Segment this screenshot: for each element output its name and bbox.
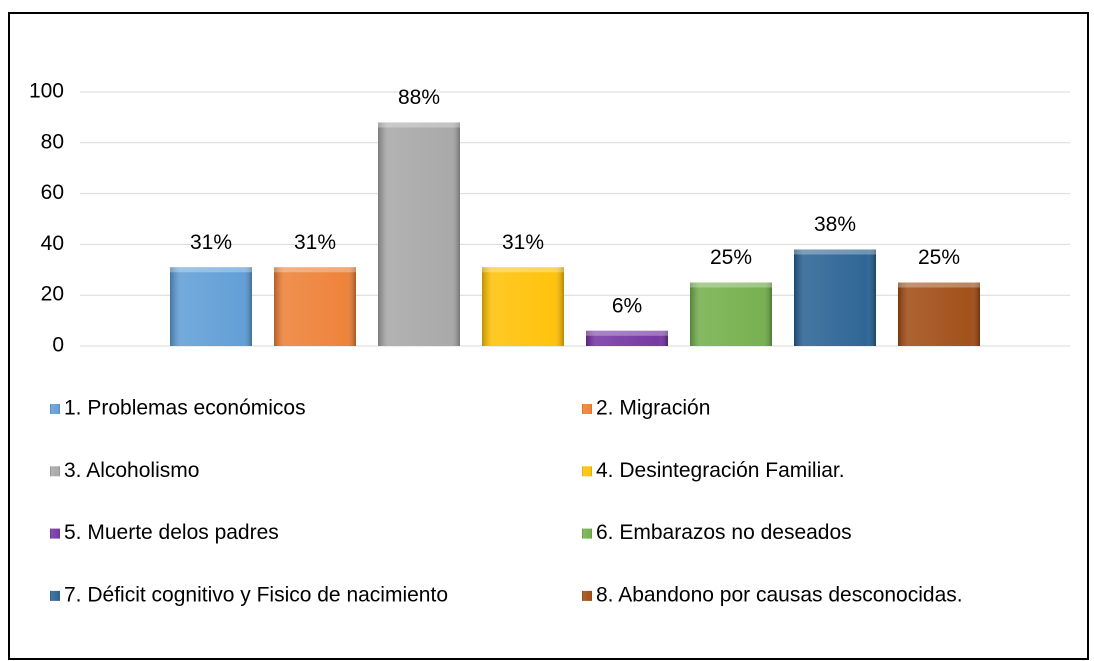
legend-swatch-bevel: [582, 528, 592, 539]
y-tick-label: 80: [41, 130, 64, 153]
bar-top-bevel: [274, 267, 356, 273]
y-tick-label: 60: [41, 181, 64, 204]
data-label: 25%: [710, 246, 752, 269]
bar-top-bevel: [690, 282, 772, 288]
bar: [170, 267, 252, 346]
data-label: 25%: [918, 246, 960, 269]
data-label: 38%: [814, 213, 856, 236]
data-label: 31%: [190, 231, 232, 254]
data-label: 31%: [294, 231, 336, 254]
legend-swatch-bevel: [50, 404, 60, 414]
bar: [898, 282, 980, 346]
legend-label: 5. Muerte delos padres: [64, 521, 279, 544]
bar: [482, 267, 564, 346]
bar: [690, 282, 772, 346]
bar: [794, 249, 876, 346]
legend-swatch-bevel: [582, 466, 592, 477]
legend-label: 8. Abandono por causas desconocidas.: [596, 583, 963, 606]
legend-label: 1. Problemas económicos: [64, 397, 306, 420]
legend-swatch-bevel: [50, 528, 60, 539]
legend-swatch-bevel: [582, 590, 592, 601]
bar-top-bevel: [482, 267, 564, 273]
y-tick-label: 40: [41, 232, 64, 255]
bar-top-bevel: [794, 249, 876, 255]
legend-label: 3. Alcoholismo: [64, 459, 199, 482]
legend-swatch-bevel: [50, 590, 60, 601]
data-label: 88%: [398, 86, 440, 109]
legend-label: 7. Déficit cognitivo y Fisico de nacimie…: [64, 583, 448, 606]
y-tick-label: 100: [29, 80, 64, 103]
bar-top-bevel: [170, 267, 252, 273]
bar: [274, 267, 356, 346]
legend-swatch-bevel: [582, 404, 592, 414]
bar-top-bevel: [586, 330, 668, 336]
y-tick-label: 20: [41, 283, 64, 306]
legend-label: 2. Migración: [596, 397, 710, 420]
legend-label: 4. Desintegración Familiar.: [596, 459, 845, 482]
bar: [378, 122, 460, 346]
data-label: 31%: [502, 231, 544, 254]
legend-label: 6. Embarazos no deseados: [596, 521, 852, 544]
bar-top-bevel: [378, 122, 460, 128]
bar-top-bevel: [898, 282, 980, 288]
y-tick-label: 0: [52, 334, 64, 357]
legend-swatch-bevel: [50, 466, 60, 477]
data-label: 6%: [612, 294, 642, 317]
